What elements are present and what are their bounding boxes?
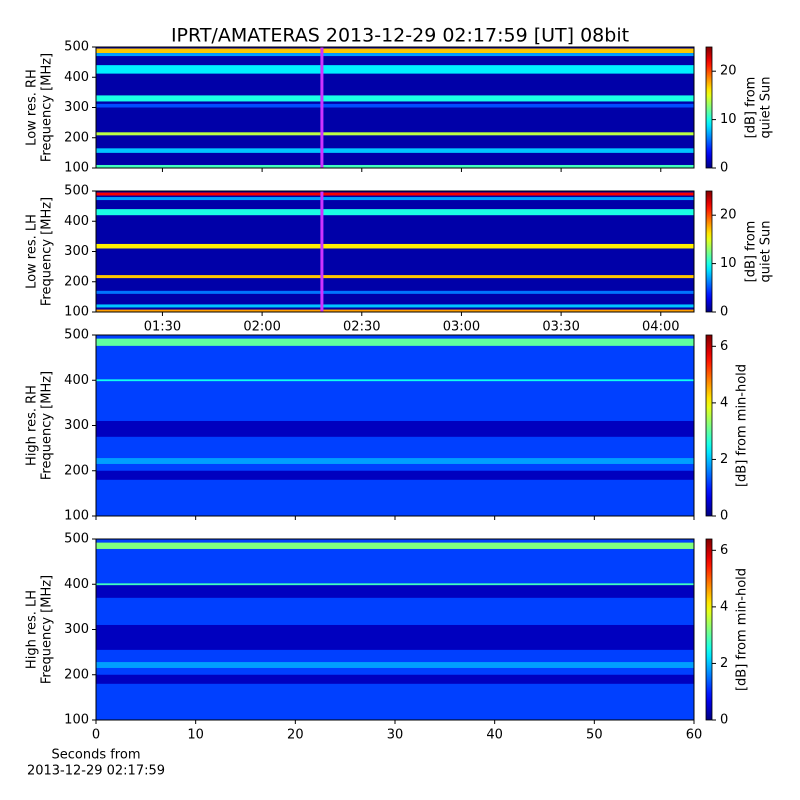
y-axis-label: Frequency [MHz] bbox=[40, 575, 55, 684]
intensity-band bbox=[96, 65, 694, 74]
intensity-band bbox=[96, 420, 694, 437]
y-tick-label: 500 bbox=[64, 328, 89, 343]
y-tick-label: 100 bbox=[64, 713, 89, 728]
colorbar-label: quiet Sun bbox=[759, 220, 774, 282]
colorbar-tick-label: 0 bbox=[720, 305, 728, 320]
y-tick-label: 200 bbox=[64, 463, 89, 478]
colorbar-tick-label: 20 bbox=[720, 64, 737, 79]
colorbar-tick-label: 0 bbox=[720, 161, 728, 176]
colorbar-label: [dB] from min-hold bbox=[735, 364, 750, 487]
intensity-band bbox=[96, 164, 694, 168]
intensity-band bbox=[96, 197, 694, 201]
x-tick-label: 40 bbox=[486, 728, 503, 743]
colorbar-tick-label: 6 bbox=[720, 543, 728, 558]
x-tick-label: 50 bbox=[586, 728, 603, 743]
x-axis-label: 2013-12-29 02:17:59 bbox=[27, 764, 165, 779]
intensity-band bbox=[96, 243, 694, 249]
intensity-band bbox=[96, 624, 694, 650]
y-tick-label: 400 bbox=[64, 577, 89, 592]
intensity-band bbox=[96, 290, 694, 294]
colorbar-label: [dB] from bbox=[744, 221, 759, 283]
colorbar-label: [dB] from min-hold bbox=[735, 568, 750, 691]
x-tick-label: 02:30 bbox=[343, 320, 380, 335]
x-tick-label: 01:30 bbox=[144, 320, 181, 335]
colorbar-tick-label: 4 bbox=[720, 599, 728, 614]
intensity-band bbox=[96, 95, 694, 102]
intensity-band bbox=[96, 148, 694, 153]
intensity-band bbox=[96, 48, 694, 54]
colorbar bbox=[705, 190, 713, 313]
y-tick-label: 200 bbox=[64, 667, 89, 682]
y-axis-label: High res. LH bbox=[25, 590, 40, 669]
colorbar-tick-label: 0 bbox=[720, 713, 728, 728]
y-tick-label: 300 bbox=[64, 622, 89, 637]
x-tick-label: 0 bbox=[92, 728, 100, 743]
intensity-band bbox=[96, 470, 694, 480]
colorbar bbox=[705, 46, 713, 169]
intensity-band bbox=[96, 542, 694, 549]
x-tick-label: 03:00 bbox=[443, 320, 480, 335]
colorbar-tick-label: 20 bbox=[720, 208, 737, 223]
x-tick-label: 60 bbox=[686, 728, 703, 743]
x-tick-label: 04:00 bbox=[642, 320, 679, 335]
x-axis-label: Seconds from bbox=[51, 748, 140, 763]
y-axis-label: Low res. RH bbox=[25, 69, 40, 146]
colorbar-tick-label: 2 bbox=[720, 656, 728, 671]
x-tick-label: 03:30 bbox=[542, 320, 579, 335]
colorbar-tick-label: 4 bbox=[720, 395, 728, 410]
colorbar-tick-label: 2 bbox=[720, 452, 728, 467]
intensity-band bbox=[96, 662, 694, 668]
y-axis-label: Frequency [MHz] bbox=[40, 53, 55, 162]
y-axis-label: Frequency [MHz] bbox=[40, 371, 55, 480]
y-tick-label: 300 bbox=[64, 100, 89, 115]
y-tick-label: 100 bbox=[64, 509, 89, 524]
intensity-band bbox=[96, 304, 694, 308]
intensity-band bbox=[96, 103, 694, 108]
y-axis-label: Low res. LH bbox=[25, 214, 40, 289]
y-tick-label: 200 bbox=[64, 130, 89, 145]
y-tick-label: 100 bbox=[64, 305, 89, 320]
figure-title: IPRT/AMATERAS 2013-12-29 02:17:59 [UT] 0… bbox=[171, 25, 629, 47]
intensity-band bbox=[96, 209, 694, 216]
intensity-band bbox=[96, 379, 694, 382]
colorbar-tick-label: 0 bbox=[720, 509, 728, 524]
y-tick-label: 300 bbox=[64, 418, 89, 433]
colorbar bbox=[705, 538, 713, 721]
y-tick-label: 400 bbox=[64, 70, 89, 85]
intensity-band bbox=[96, 132, 694, 136]
intensity-band bbox=[96, 309, 694, 312]
colorbar-tick-label: 10 bbox=[720, 256, 737, 271]
y-tick-label: 100 bbox=[64, 161, 89, 176]
y-axis-label: High res. RH bbox=[25, 385, 40, 466]
intensity-band bbox=[96, 275, 694, 279]
x-tick-label: 10 bbox=[187, 728, 204, 743]
y-tick-label: 500 bbox=[64, 40, 89, 55]
intensity-band bbox=[96, 584, 694, 598]
colorbar-tick-label: 10 bbox=[720, 112, 737, 127]
colorbar-tick-label: 6 bbox=[720, 339, 728, 354]
y-tick-label: 400 bbox=[64, 373, 89, 388]
y-tick-label: 400 bbox=[64, 214, 89, 229]
x-tick-label: 20 bbox=[287, 728, 304, 743]
colorbar-label: [dB] from bbox=[744, 77, 759, 139]
y-tick-label: 500 bbox=[64, 184, 89, 199]
intensity-band bbox=[96, 192, 694, 196]
y-axis-label: Frequency [MHz] bbox=[40, 197, 55, 306]
y-tick-label: 300 bbox=[64, 244, 89, 259]
x-tick-label: 30 bbox=[387, 728, 404, 743]
intensity-band bbox=[96, 674, 694, 684]
colorbar-label: quiet Sun bbox=[759, 76, 774, 138]
intensity-band bbox=[96, 338, 694, 346]
x-tick-label: 02:00 bbox=[243, 320, 280, 335]
intensity-band bbox=[96, 53, 694, 57]
colorbar bbox=[705, 334, 713, 517]
y-tick-label: 200 bbox=[64, 274, 89, 289]
intensity-band bbox=[96, 458, 694, 464]
y-tick-label: 500 bbox=[64, 532, 89, 547]
intensity-band bbox=[96, 583, 694, 586]
